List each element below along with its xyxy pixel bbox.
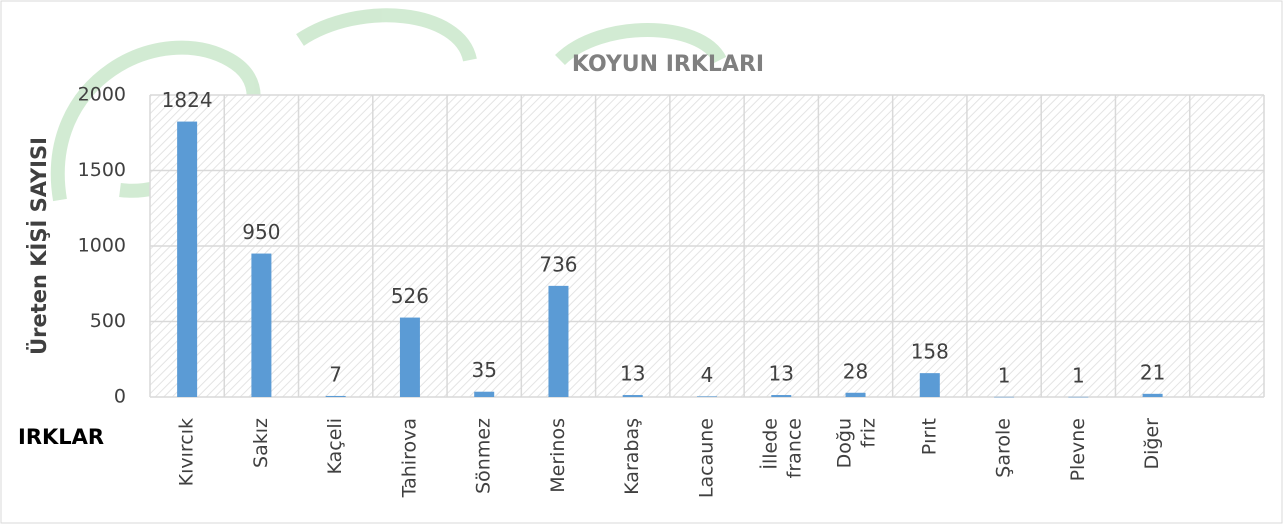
x-tick-label: Şarole <box>993 418 1015 478</box>
bar <box>622 395 643 397</box>
bar <box>771 395 792 397</box>
x-tick-label: Lacaune <box>696 418 718 498</box>
data-label: 1824 <box>162 88 213 112</box>
y-tick-label: 1000 <box>78 235 126 257</box>
x-tick-label: Tahirova <box>398 418 420 498</box>
bar <box>919 373 940 397</box>
x-tick-label: Karabaş <box>621 418 643 495</box>
bar <box>399 317 420 397</box>
data-label: 1 <box>1072 363 1085 387</box>
x-tick-label: Sakız <box>250 418 272 468</box>
x-tick-label: Merinos <box>547 418 569 493</box>
data-label: 4 <box>701 363 714 387</box>
bar <box>325 395 346 397</box>
data-label: 1 <box>998 363 1011 387</box>
x-tick-label: Diğer <box>1141 418 1163 470</box>
bar <box>1142 393 1163 397</box>
y-axis-label: Üreten KİŞİ SAYISI <box>26 137 51 355</box>
data-label: 21 <box>1140 360 1165 384</box>
data-label: 7 <box>329 362 342 386</box>
x-tick-label: Sönmez <box>473 418 495 494</box>
bar <box>177 121 198 398</box>
y-tick-label: 500 <box>90 310 126 332</box>
x-tick-label: Kaçeli <box>324 418 346 474</box>
x-tick-label: Plevne <box>1067 418 1089 481</box>
data-label: 950 <box>242 220 280 244</box>
bar <box>845 392 866 397</box>
y-tick-label: 0 <box>114 386 126 408</box>
data-label: 13 <box>769 362 794 386</box>
bar <box>548 285 569 397</box>
data-label: 526 <box>391 284 429 308</box>
y-tick-label: 2000 <box>78 84 126 106</box>
x-tick-label: Doğu friz <box>833 418 879 468</box>
x-axis-label: IRKLAR <box>18 425 104 449</box>
data-label: 35 <box>471 358 496 382</box>
x-tick-label: İllede france <box>758 418 805 478</box>
y-tick-label: 1500 <box>78 159 126 181</box>
data-label: 28 <box>843 359 868 383</box>
bar <box>697 396 717 397</box>
data-label: 13 <box>620 362 645 386</box>
bar <box>251 253 272 397</box>
chart-title: KOYUN IRKLARI <box>572 52 764 77</box>
bar <box>1068 396 1089 398</box>
bar <box>474 391 495 397</box>
data-label: 736 <box>539 252 577 276</box>
x-tick-label: Pırıt <box>918 418 940 455</box>
bar <box>994 396 1015 398</box>
x-tick-label: Kıvırcık <box>176 418 198 486</box>
data-label: 158 <box>911 340 949 364</box>
